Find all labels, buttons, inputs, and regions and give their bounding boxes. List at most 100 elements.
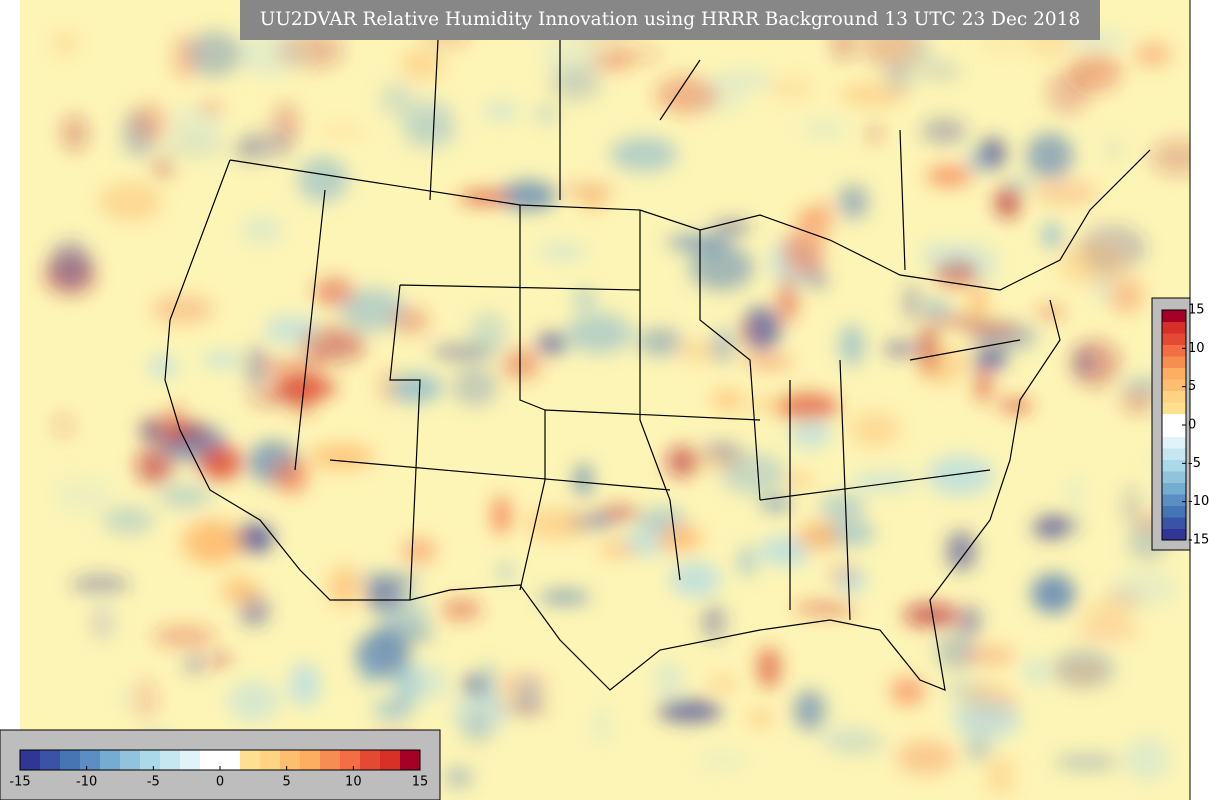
field-blob [757,647,781,689]
field-blob [440,598,482,621]
colorbar-segment [400,750,421,770]
field-blob [496,561,515,582]
field-blob [923,299,949,317]
province-line [429,0,906,271]
field-blob [573,289,596,309]
field-blob [1006,177,1032,191]
field-blob [903,603,960,627]
field-blob [1042,514,1081,536]
field-blob [1123,737,1171,782]
colorbar: 15 10 5 0 -5 -10 -15 [1161,303,1209,548]
colorbar-segment [1162,448,1186,460]
field-blob [534,106,559,123]
field-blob [738,545,756,578]
field-blob [890,676,926,707]
border-line [229,149,1151,291]
field-blob [316,124,368,138]
field-blob [796,210,819,226]
field-blob [135,446,175,485]
field-blob [712,328,734,363]
field-blob [610,136,678,172]
colorbar-tick-label: 0 [1188,418,1196,433]
field-blob [220,577,259,603]
colorbar-segment [1162,517,1186,529]
field-blob [921,117,968,145]
field-blob [994,186,1021,219]
field-blob [619,46,663,63]
colorbar-segment [1162,379,1186,391]
field-blob [701,603,727,641]
field-blob [95,623,120,637]
colorbar-segment [1162,356,1186,368]
colorbar-segment [1162,367,1186,380]
colorbar-tick-label: 10 [345,775,362,790]
colorbar-tick-label: 0 [216,775,224,790]
title: UU2DVAR Relative Humidity Innovation usi… [260,9,1081,30]
field-blob [524,507,591,541]
colorbar-segment [260,750,281,770]
field-blob [197,100,227,115]
field-blob [695,750,750,773]
field-blob [592,707,612,745]
field-blob [202,517,225,562]
field-blob [979,137,1006,170]
field-blob [759,495,793,513]
field-blob [1026,132,1074,179]
field-blob [574,463,592,497]
field-blob [1058,242,1126,286]
field-blob [393,663,451,701]
field-blob [782,228,824,275]
field-blob [759,536,811,566]
field-blob [117,686,134,711]
colorbar-segment [1162,402,1186,414]
field-blob [964,320,1021,339]
colorbar-segment [280,750,301,770]
field-blob [796,522,840,551]
field-blob [974,369,993,403]
colorbar-tick-label: -15 [1188,533,1209,548]
field-blob [1120,386,1157,414]
field-blob [848,411,901,448]
field-blob [244,344,269,389]
field-blob [788,421,832,449]
field-blob [273,458,309,495]
field-blob [666,446,700,478]
state-line [294,189,1021,621]
colorbar-segment [1162,425,1186,437]
field-blob [919,241,974,267]
field-blob [838,81,906,108]
field-blob [148,356,179,378]
field-blob [747,711,774,726]
borders [164,0,1151,691]
colorbar-segment [1162,436,1186,449]
field-blob [1036,305,1065,321]
field-blob [152,625,216,648]
field-blob [767,75,817,102]
field-blob [49,240,92,289]
field-blob [1105,137,1122,163]
field-blob [986,755,1016,797]
field-blob [52,32,78,55]
colorbar-segment [1162,413,1186,426]
colorbar-tick-label: 15 [412,775,429,790]
field-blob [999,399,1033,412]
field-blob [372,700,414,720]
field-blob [919,60,962,82]
field-blob [689,245,754,291]
field-blob [720,453,787,495]
colorbar-segment [120,750,141,770]
field-blob [537,243,588,260]
colorbar-segment [1162,310,1186,322]
field-blob [289,662,321,707]
field-blob [102,506,154,535]
colorbar: -15 -10 -5 0 5 10 15 [9,749,429,790]
field-blob [839,323,865,367]
field-blob [921,314,989,327]
colorbar-segment [1162,528,1186,541]
field-blob [819,494,866,519]
colorbar-segment [100,750,121,770]
coast-line [164,159,1061,691]
colorbar-segment [1162,482,1186,495]
field-blob [1069,50,1122,93]
